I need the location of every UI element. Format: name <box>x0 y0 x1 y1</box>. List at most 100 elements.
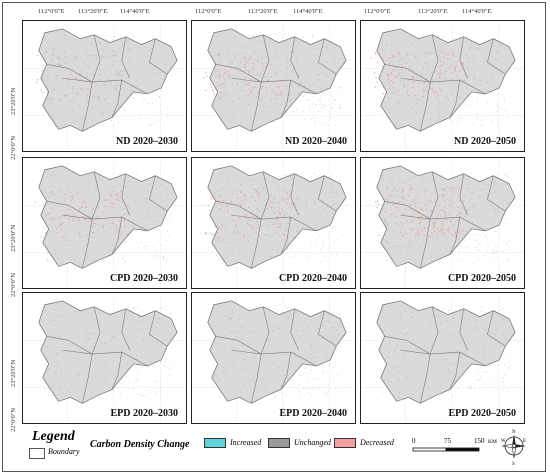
unchanged-pixel <box>63 174 64 176</box>
unchanged-pixel <box>260 178 262 180</box>
unchanged-pixel <box>233 234 235 236</box>
unchanged-pixel <box>466 66 468 67</box>
unchanged-pixel <box>273 57 275 58</box>
unchanged-pixel <box>437 172 439 174</box>
decreased-pixel <box>87 95 89 97</box>
inner-boundary <box>231 349 317 367</box>
unchanged-pixel <box>485 82 487 83</box>
unchanged-pixel <box>322 115 324 117</box>
unchanged-pixel <box>93 60 95 62</box>
unchanged-pixel <box>402 354 404 356</box>
unchanged-pixel <box>275 394 276 396</box>
unchanged-pixel <box>87 98 88 100</box>
decreased-pixel <box>78 232 81 234</box>
decreased-pixel <box>408 195 410 197</box>
unchanged-pixel <box>410 185 412 187</box>
unchanged-pixel <box>237 318 239 320</box>
unchanged-pixel <box>155 381 157 383</box>
unchanged-pixel <box>394 174 395 176</box>
unchanged-pixel <box>69 239 71 241</box>
inner-boundary <box>400 214 486 232</box>
unchanged-pixel <box>405 378 407 380</box>
unchanged-pixel <box>126 315 128 317</box>
unchanged-pixel <box>237 83 239 85</box>
unchanged-pixel <box>94 44 96 46</box>
unchanged-pixel <box>427 227 429 229</box>
decreased-pixel <box>213 93 215 95</box>
unchanged-pixel <box>326 49 328 51</box>
unchanged-pixel <box>320 97 322 98</box>
unchanged-pixel <box>320 87 322 89</box>
unchanged-pixel <box>415 342 417 344</box>
unchanged-pixel <box>107 75 109 76</box>
unchanged-pixel <box>476 215 478 217</box>
unchanged-pixel <box>151 102 153 104</box>
unchanged-pixel <box>314 120 316 122</box>
unchanged-pixel <box>257 56 259 58</box>
decreased-pixel <box>267 79 269 81</box>
unchanged-pixel <box>478 105 480 106</box>
unchanged-pixel <box>99 80 101 82</box>
unchanged-pixel <box>440 224 441 226</box>
unchanged-pixel <box>138 113 140 115</box>
unchanged-pixel <box>399 392 401 394</box>
unchanged-pixel <box>81 310 83 312</box>
unchanged-pixel <box>65 322 67 324</box>
unchanged-pixel <box>77 104 79 106</box>
decreased-pixel <box>87 221 89 223</box>
unchanged-pixel <box>161 112 163 114</box>
unchanged-pixel <box>272 330 274 332</box>
decreased-pixel <box>381 57 383 59</box>
unchanged-pixel <box>397 380 398 381</box>
unchanged-pixel <box>155 331 157 333</box>
unchanged-pixel <box>101 122 103 124</box>
unchanged-pixel <box>60 187 62 189</box>
unchanged-pixel <box>306 336 308 338</box>
decreased-pixel <box>94 222 96 224</box>
unchanged-pixel <box>267 339 268 341</box>
unchanged-pixel <box>460 37 462 39</box>
decreased-pixel <box>115 55 117 57</box>
unchanged-pixel <box>47 70 49 71</box>
decreased-pixel <box>249 56 251 58</box>
unchanged-pixel <box>471 95 473 97</box>
unchanged-pixel <box>233 351 235 353</box>
unchanged-pixel <box>139 227 141 229</box>
unchanged-pixel <box>113 238 115 240</box>
unchanged-pixel <box>236 53 238 55</box>
decreased-pixel <box>64 56 67 58</box>
unchanged-pixel <box>489 338 491 340</box>
increased-label: Increased <box>230 438 262 447</box>
decreased-pixel <box>423 226 425 229</box>
unchanged-pixel <box>330 371 332 373</box>
unchanged-pixel <box>109 250 110 252</box>
decreased-pixel <box>250 212 252 214</box>
unchanged-pixel <box>473 348 474 350</box>
unchanged-pixel <box>409 116 411 118</box>
unchanged-pixel <box>141 395 143 397</box>
unchanged-pixel <box>240 183 242 185</box>
unchanged-pixel <box>58 106 60 108</box>
unchanged-pixel <box>307 98 309 100</box>
decreased-pixel <box>217 225 219 228</box>
unchanged-pixel <box>97 223 99 225</box>
decreased-pixel <box>250 78 252 80</box>
unchanged-pixel <box>54 124 56 126</box>
longitude-label: 112°0'0"E <box>38 8 65 15</box>
inner-boundary <box>215 64 262 83</box>
decreased-pixel <box>109 227 111 230</box>
unchanged-pixel <box>216 94 218 96</box>
unchanged-pixel <box>47 259 49 261</box>
unchanged-pixel <box>492 350 494 352</box>
latitude-label: 23°20'0"N <box>10 359 17 387</box>
unchanged-pixel <box>88 367 90 368</box>
decreased-pixel <box>458 232 461 234</box>
unchanged-pixel <box>286 228 287 230</box>
unchanged-pixel <box>323 106 325 108</box>
decreased-pixel <box>463 199 465 201</box>
unchanged-pixel <box>276 93 278 95</box>
unchanged-pixel <box>283 211 285 213</box>
decreased-pixel <box>223 83 225 85</box>
unchanged-pixel <box>399 246 401 247</box>
region-boundary <box>376 28 516 132</box>
